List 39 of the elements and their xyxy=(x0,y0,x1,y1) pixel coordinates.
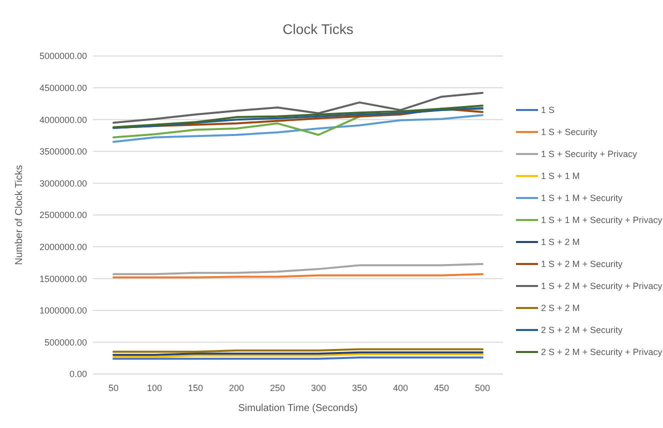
y-tick-label: 4500000.00 xyxy=(39,82,87,93)
legend-label: 1 S + 1 M + Security xyxy=(541,193,624,204)
legend-label: 1 S + 1 M + Security + Privacy xyxy=(541,215,663,226)
legend-label: 1 S xyxy=(541,105,555,116)
x-axis-title: Simulation Time (Seconds) xyxy=(238,403,358,414)
legend-label: 1 S + Security + Privacy xyxy=(541,149,638,160)
x-tick-label: 250 xyxy=(270,383,286,393)
legend-label: 2 S + 2 M + Security xyxy=(541,325,624,336)
x-tick-label: 200 xyxy=(228,383,244,393)
y-tick-label: 2500000.00 xyxy=(39,210,87,220)
x-tick-label: 150 xyxy=(188,383,204,393)
x-tick-label: 350 xyxy=(352,383,368,393)
x-tick-label: 500 xyxy=(474,383,490,393)
line-series xyxy=(112,114,484,143)
legend-label: 2 S + 2 M + Security + Privacy xyxy=(541,347,663,358)
legend-label: 1 S + 2 M xyxy=(541,237,580,248)
legend-label: 2 S + 2 M xyxy=(541,303,580,314)
y-tick-label: 1500000.00 xyxy=(39,274,87,284)
x-tick-label: 50 xyxy=(108,383,119,393)
y-tick-label: 500000.00 xyxy=(44,337,87,348)
legend-label: 1 S + Security xyxy=(541,127,598,138)
y-tick-label: 1000000.00 xyxy=(39,306,87,316)
x-tick-label: 400 xyxy=(392,383,408,393)
y-axis-title: Number of Clock Ticks xyxy=(14,164,25,266)
y-tick-label: 2000000.00 xyxy=(39,242,87,252)
x-tick-label: 300 xyxy=(310,383,326,393)
y-tick-label: 5000000.00 xyxy=(39,51,87,62)
y-tick-label: 3000000.00 xyxy=(39,178,87,188)
y-tick-label: 4000000.00 xyxy=(39,114,87,125)
legend-label: 1 S + 2 M + Security xyxy=(541,259,624,270)
chart-title: Clock Ticks xyxy=(282,21,354,37)
legend-label: 1 S + 2 M + Security + Privacy xyxy=(541,281,663,292)
line-series xyxy=(112,92,484,124)
y-tick-label: 3500000.00 xyxy=(39,146,87,157)
y-tick-label: 0.00 xyxy=(69,369,87,380)
x-tick-label: 450 xyxy=(434,383,450,393)
legend-label: 1 S + 1 M xyxy=(541,171,580,182)
x-tick-label: 100 xyxy=(146,383,162,393)
line-series xyxy=(112,262,484,276)
